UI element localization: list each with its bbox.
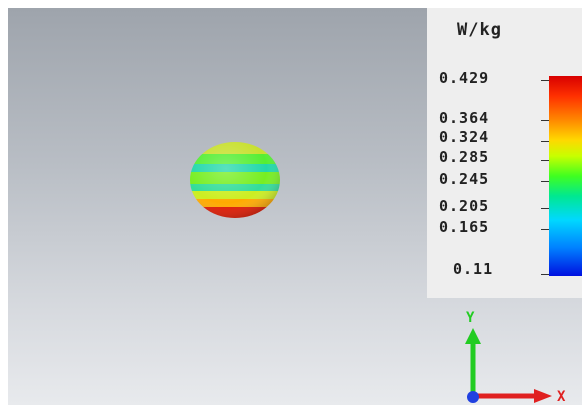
color-legend: W/kg 0.429 0.364 0.324 0.285 0.245 0.205… bbox=[427, 8, 582, 298]
legend-tick-mark bbox=[541, 160, 549, 161]
x-axis-arrow bbox=[534, 389, 552, 403]
y-axis-arrow bbox=[465, 328, 481, 344]
legend-tick-label: 0.11 bbox=[453, 260, 494, 278]
legend-tick-label: 0.165 bbox=[439, 218, 490, 236]
scene-canvas[interactable]: Y X bbox=[8, 8, 582, 405]
legend-tick-label: 0.205 bbox=[439, 197, 490, 215]
x-axis-label: X bbox=[557, 389, 566, 405]
legend-tick-mark bbox=[541, 229, 549, 230]
legend-unit: W/kg bbox=[457, 20, 502, 40]
y-axis-label: Y bbox=[466, 310, 475, 326]
legend-tick-label: 0.324 bbox=[439, 128, 490, 146]
legend-tick-label: 0.364 bbox=[439, 109, 490, 127]
legend-tick-label: 0.429 bbox=[439, 69, 490, 87]
3d-viewport[interactable]: Y X W/kg 0.429 0.364 0.324 0.285 0.245 0… bbox=[8, 8, 582, 405]
z-axis-marker bbox=[467, 391, 479, 403]
legend-tick-mark bbox=[541, 120, 549, 121]
legend-tick-mark bbox=[541, 181, 549, 182]
sar-sphere[interactable] bbox=[188, 140, 283, 219]
legend-tick-mark bbox=[541, 274, 549, 275]
legend-tick-mark bbox=[541, 80, 549, 81]
legend-tick-mark bbox=[541, 141, 549, 142]
legend-tick-label: 0.245 bbox=[439, 170, 490, 188]
axes-triad: Y X bbox=[465, 310, 566, 405]
legend-color-bar bbox=[549, 76, 582, 276]
sphere-shading bbox=[190, 142, 280, 218]
legend-tick-label: 0.285 bbox=[439, 148, 490, 166]
legend-tick-mark bbox=[541, 208, 549, 209]
